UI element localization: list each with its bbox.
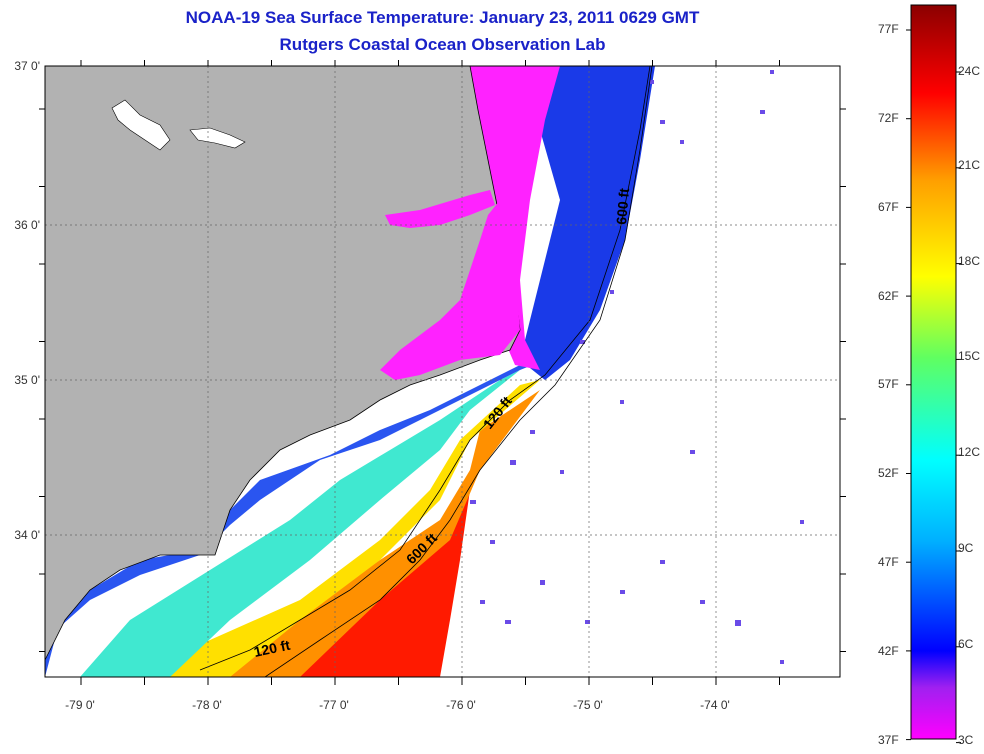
lon-label: -75 0'	[573, 698, 603, 712]
lon-label: -77 0'	[319, 698, 349, 712]
lon-label: -79 0'	[65, 698, 95, 712]
grid-lines	[45, 66, 840, 677]
lat-label: 36 0'	[14, 218, 40, 232]
contour-label-120ft-south: 120 ft	[252, 637, 291, 660]
colorbar-c-label: 21C	[958, 158, 981, 172]
map-frame	[44, 65, 841, 678]
pamlico-sound	[380, 200, 520, 380]
colorbar-c-label: 6C	[958, 637, 974, 651]
contour-120ft	[199, 66, 651, 671]
lon-label: -74 0'	[700, 698, 730, 712]
colorbar-ticks	[906, 29, 961, 744]
map-title: NOAA-19 Sea Surface Temperature: January…	[185, 8, 700, 27]
lon-label: -76 0'	[446, 698, 476, 712]
sst-yellow-band	[130, 380, 540, 677]
map-area	[45, 66, 840, 677]
colorbar-c-label: 24C	[958, 64, 981, 78]
inland-lake	[111, 99, 171, 151]
colorbar-f-label: 57F	[878, 377, 899, 391]
colorbar-f-label: 72F	[878, 111, 899, 125]
sst-magenta-nearshore	[470, 66, 560, 370]
colorbar-f-label: 67F	[878, 200, 899, 214]
map-subtitle: Rutgers Coastal Ocean Observation Lab	[279, 35, 606, 54]
lon-label: -78 0'	[192, 698, 222, 712]
colorbar-c-label: 9C	[958, 541, 974, 555]
colorbar-f-label: 52F	[878, 466, 899, 480]
colorbar-f-label: 37F	[878, 733, 899, 747]
colorbar-f-label: 42F	[878, 644, 899, 658]
sst-orange-band	[200, 390, 540, 677]
contour-label-600ft-north: 600 ft	[613, 187, 632, 225]
colorbar-f-label: 47F	[878, 555, 899, 569]
lat-label: 34 0'	[14, 528, 40, 542]
colorbar-c-label: 12C	[958, 445, 981, 459]
axis-ticks	[39, 60, 846, 685]
colorbar-c-label: 15C	[958, 349, 981, 363]
albemarle-sound	[385, 190, 495, 228]
colorbar-c-label: 18C	[958, 254, 981, 268]
lat-label: 37 0'	[14, 59, 40, 73]
colorbar-c-label: 3C	[958, 733, 974, 747]
lat-label: 35 0'	[14, 373, 40, 387]
sst-red-band	[270, 490, 470, 677]
sst-blue-nearshore	[45, 340, 560, 677]
sst-blue-offshore	[520, 66, 655, 380]
colorbar-f-label: 62F	[878, 289, 899, 303]
colorbar	[910, 4, 957, 740]
contour-600ft	[264, 66, 653, 677]
offshore-pixels	[470, 70, 804, 664]
inland-lake-2	[189, 127, 246, 149]
sst-cyan-band	[80, 370, 520, 677]
colorbar-f-label: 77F	[878, 22, 899, 36]
